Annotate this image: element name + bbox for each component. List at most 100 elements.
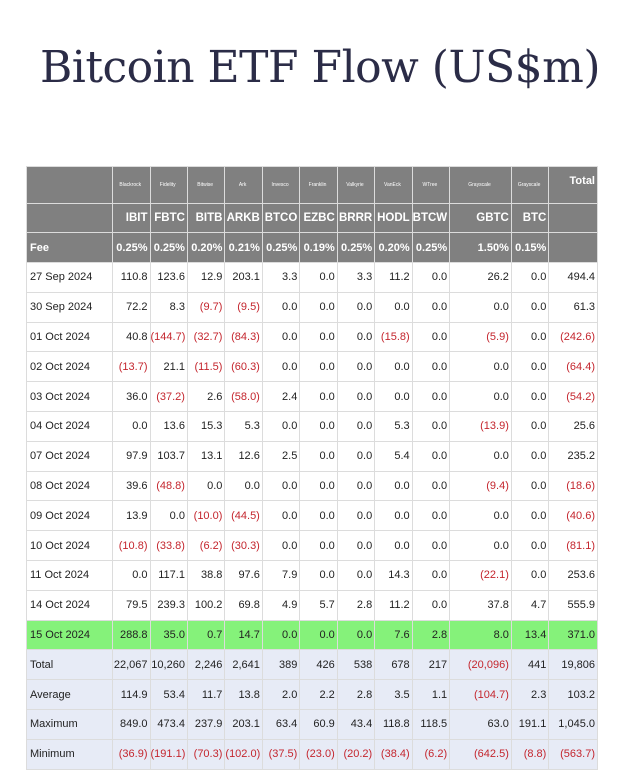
flow-value: (64.4) <box>548 351 598 383</box>
summary-value: (37.5) <box>261 738 301 770</box>
summary-value: 19,806 <box>548 649 598 681</box>
flow-value: 0.0 <box>510 559 550 591</box>
flow-value: 0.0 <box>336 351 376 383</box>
flow-value: 203.1 <box>224 262 263 293</box>
flow-value: 123.6 <box>149 262 188 293</box>
flow-value: 97.9 <box>112 440 151 472</box>
summary-value: (36.9) <box>112 738 151 770</box>
flow-value: 15.3 <box>186 410 226 442</box>
flow-value: 13.4 <box>510 619 550 651</box>
flow-value: 0.0 <box>149 500 188 532</box>
flow-value: 12.6 <box>224 440 263 472</box>
table-row: 14 Oct 2024 79.5 239.3 100.2 69.8 4.9 5.7 2.8 11… <box>25 589 598 621</box>
issuer-name: Grayscale <box>449 166 512 204</box>
row-date: 15 Oct 2024 <box>25 619 114 651</box>
summary-value: 426 <box>299 649 338 681</box>
table-row: 07 Oct 2024 97.9 103.7 13.1 12.6 2.5 0.0 0.0 5.4… <box>25 440 598 472</box>
flow-value: (9.4) <box>449 470 512 502</box>
summary-value: 473.4 <box>149 708 188 740</box>
issuer-name: Franklin <box>299 166 338 204</box>
flow-value: (9.7) <box>186 291 226 323</box>
summary-row: Minimum (36.9) (191.1) (70.3) (102.0) (37.5)(… <box>25 738 598 770</box>
summary-value: (70.3) <box>186 738 226 770</box>
ticker-name: BTCO <box>261 203 301 233</box>
flow-value: (13.9) <box>449 410 512 442</box>
fee-label: Fee <box>25 232 114 263</box>
issuer-name: Ark <box>224 166 263 204</box>
flow-value: (11.5) <box>186 351 226 383</box>
row-date: 04 Oct 2024 <box>25 410 114 442</box>
ticker-name: BTC <box>510 203 550 233</box>
row-date: 30 Sep 2024 <box>25 291 114 323</box>
flow-value: 35.0 <box>149 619 188 651</box>
flow-value: (13.7) <box>112 351 151 383</box>
table-row: 27 Sep 2024 110.8 123.6 12.9 203.1 3.3 0.0 3.3 1… <box>25 262 598 293</box>
summary-value: 3.5 <box>374 679 413 710</box>
flow-value: 0.0 <box>299 470 338 502</box>
ticker-header-row: IBIT FBTC BITB ARKB BTCO EZBC BRRR HODL BTCW GBTC… <box>25 203 598 233</box>
flow-value: 4.9 <box>261 589 301 621</box>
flow-value: 12.9 <box>186 262 226 293</box>
row-date: 08 Oct 2024 <box>25 470 114 502</box>
flow-value: 0.0 <box>374 291 413 323</box>
flow-value: 0.0 <box>336 321 376 353</box>
flow-value: 0.0 <box>261 470 301 502</box>
flow-value: 14.7 <box>224 619 263 651</box>
summary-value: 10,260 <box>149 649 188 681</box>
flow-value: 69.8 <box>224 589 263 621</box>
flow-value: 371.0 <box>548 619 598 651</box>
flow-value: 0.0 <box>299 291 338 323</box>
summary-value: 13.8 <box>224 679 263 710</box>
flow-value: 2.8 <box>336 589 376 621</box>
row-date: 07 Oct 2024 <box>25 440 114 472</box>
summary-value: (6.2) <box>411 738 451 770</box>
table-row: 02 Oct 2024 (13.7) 21.1 (11.5) (60.3) 0.0 0.0 0… <box>25 351 598 383</box>
flow-value: 0.0 <box>411 321 451 353</box>
flow-value: (33.8) <box>149 530 188 561</box>
row-date: 27 Sep 2024 <box>25 262 114 293</box>
summary-value: 22,067 <box>112 649 151 681</box>
flow-value: (30.3) <box>224 530 263 561</box>
flow-value: 0.0 <box>510 321 550 353</box>
flow-value: 0.0 <box>299 530 338 561</box>
header-blank-cell <box>25 166 114 204</box>
flow-value: 0.0 <box>411 589 451 621</box>
summary-value: 538 <box>336 649 376 681</box>
summary-row: Total 22,067 10,260 2,246 2,641 389 426 538 678 2… <box>25 649 598 681</box>
flow-value: 103.7 <box>149 440 188 472</box>
row-date: 03 Oct 2024 <box>25 381 114 412</box>
flow-value: 7.9 <box>261 559 301 591</box>
flow-value: 97.6 <box>224 559 263 591</box>
flow-value: 0.0 <box>299 321 338 353</box>
summary-value: 1,045.0 <box>548 708 598 740</box>
flow-value: 0.0 <box>299 619 338 651</box>
summary-row: Maximum 849.0 473.4 237.9 203.1 63.4 60.9 43.4 1… <box>25 708 598 740</box>
flow-value: 0.0 <box>449 500 512 532</box>
flow-value: 0.0 <box>411 530 451 561</box>
flow-value: 2.8 <box>411 619 451 651</box>
fee-value: 0.20% <box>186 232 226 263</box>
flow-value: 0.0 <box>510 440 550 472</box>
flow-value: 4.7 <box>510 589 550 621</box>
summary-value: (102.0) <box>224 738 263 770</box>
flow-value: 0.0 <box>449 291 512 323</box>
flow-value: 0.0 <box>336 440 376 472</box>
flow-value: 0.0 <box>299 500 338 532</box>
fee-value: 0.20% <box>374 232 413 263</box>
summary-value: 2.3 <box>510 679 550 710</box>
fee-value: 1.50% <box>449 232 512 263</box>
flow-value: 555.9 <box>548 589 598 621</box>
row-date: 01 Oct 2024 <box>25 321 114 353</box>
fee-value: 0.25% <box>149 232 188 263</box>
flow-value: (18.6) <box>548 470 598 502</box>
flow-value: 72.2 <box>112 291 151 323</box>
flow-value: (48.8) <box>149 470 188 502</box>
flow-value: 3.3 <box>261 262 301 293</box>
flow-value: 0.0 <box>261 321 301 353</box>
flow-value: 0.0 <box>510 470 550 502</box>
table-row: 09 Oct 2024 13.9 0.0 (10.0) (44.5) 0.0 0.0 0.0 0… <box>25 500 598 532</box>
table-row: 01 Oct 2024 40.8 (144.7) (32.7) (84.3) 0.0 0.0… <box>25 321 598 353</box>
issuer-name: Bitwise <box>186 166 226 204</box>
flow-value: 13.6 <box>149 410 188 442</box>
flow-value: 0.0 <box>510 351 550 383</box>
